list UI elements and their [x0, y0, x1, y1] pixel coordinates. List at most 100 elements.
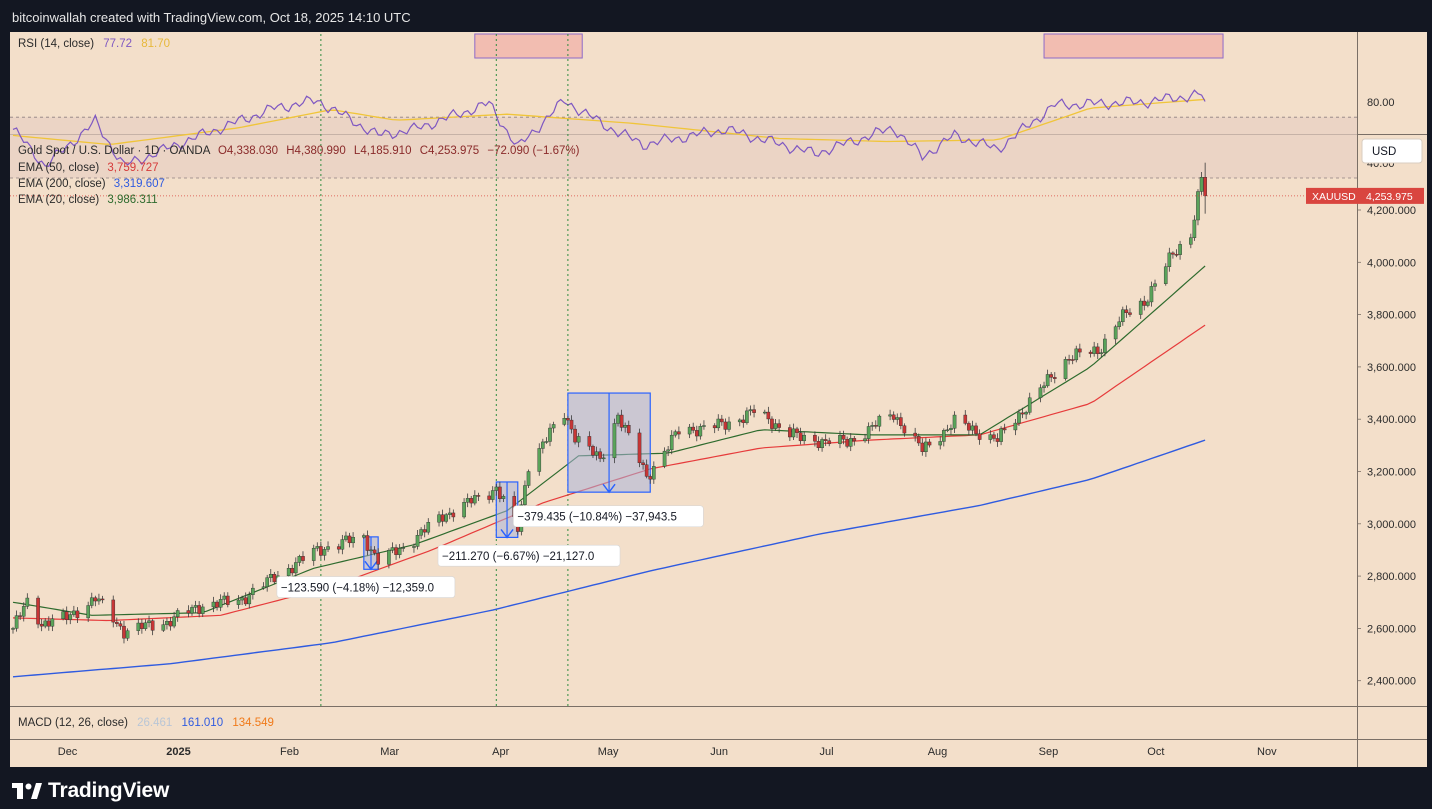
candle[interactable]	[691, 426, 695, 431]
candle[interactable]	[727, 421, 731, 430]
candle[interactable]	[236, 599, 241, 605]
candle[interactable]	[1103, 338, 1107, 353]
candle[interactable]	[190, 607, 194, 614]
candle[interactable]	[469, 498, 474, 504]
candle[interactable]	[694, 430, 699, 437]
candle[interactable]	[64, 611, 69, 620]
candle[interactable]	[1163, 266, 1168, 284]
candle[interactable]	[1203, 177, 1207, 197]
candle[interactable]	[490, 490, 495, 500]
candle[interactable]	[1149, 286, 1154, 303]
candle[interactable]	[942, 430, 946, 442]
candle[interactable]	[447, 512, 452, 515]
candle[interactable]	[637, 432, 642, 464]
candle[interactable]	[626, 425, 631, 434]
candle[interactable]	[311, 547, 316, 561]
candle[interactable]	[165, 621, 169, 625]
candle[interactable]	[723, 421, 728, 430]
candle[interactable]	[623, 425, 627, 428]
candle[interactable]	[36, 597, 40, 625]
candle[interactable]	[100, 598, 105, 601]
candle[interactable]	[1178, 244, 1182, 255]
candle[interactable]	[1124, 309, 1129, 313]
candle[interactable]	[89, 597, 94, 606]
candle[interactable]	[813, 434, 817, 442]
rsi-line[interactable]	[12, 89, 1206, 167]
candle[interactable]	[594, 451, 599, 456]
rsi-highlight-box[interactable]	[474, 33, 583, 59]
candle[interactable]	[1199, 177, 1204, 192]
candle[interactable]	[1024, 412, 1028, 415]
candle[interactable]	[336, 546, 341, 550]
candle[interactable]	[1092, 346, 1096, 354]
candle[interactable]	[115, 621, 119, 624]
candle[interactable]	[301, 556, 305, 561]
candle[interactable]	[569, 419, 574, 430]
candle[interactable]	[422, 529, 427, 533]
candle[interactable]	[197, 605, 201, 614]
candle[interactable]	[18, 615, 22, 617]
candle[interactable]	[125, 630, 130, 639]
candle[interactable]	[795, 428, 799, 433]
candle[interactable]	[172, 616, 176, 627]
candle[interactable]	[1049, 374, 1053, 378]
candle[interactable]	[351, 537, 355, 544]
candle[interactable]	[1027, 397, 1032, 413]
candle[interactable]	[14, 615, 19, 629]
candle[interactable]	[487, 495, 491, 500]
rsi-panel[interactable]	[10, 33, 1357, 179]
candle[interactable]	[1192, 219, 1197, 238]
candle[interactable]	[372, 549, 377, 554]
candle[interactable]	[444, 514, 448, 522]
candle[interactable]	[426, 522, 431, 533]
candle[interactable]	[1196, 191, 1200, 221]
candle[interactable]	[873, 425, 878, 427]
candle[interactable]	[1095, 346, 1100, 354]
candle[interactable]	[297, 556, 302, 563]
candle[interactable]	[562, 418, 567, 425]
candle[interactable]	[1113, 326, 1118, 340]
candle[interactable]	[763, 411, 767, 414]
candle[interactable]	[999, 428, 1003, 442]
candle[interactable]	[924, 441, 928, 452]
candle[interactable]	[111, 599, 116, 623]
candle[interactable]	[225, 595, 230, 605]
candle[interactable]	[136, 622, 141, 631]
candle[interactable]	[992, 434, 996, 439]
candle[interactable]	[551, 424, 556, 429]
candle[interactable]	[200, 606, 205, 614]
candle[interactable]	[791, 428, 796, 438]
candle[interactable]	[945, 429, 950, 431]
candle[interactable]	[72, 610, 76, 615]
candle[interactable]	[823, 439, 828, 441]
candle[interactable]	[913, 432, 917, 437]
candle[interactable]	[1063, 359, 1068, 379]
candle[interactable]	[272, 574, 277, 583]
candle[interactable]	[1146, 301, 1150, 306]
candle[interactable]	[186, 610, 191, 614]
candle[interactable]	[544, 441, 549, 443]
candle[interactable]	[451, 512, 456, 518]
candle[interactable]	[927, 441, 932, 446]
candle[interactable]	[773, 423, 778, 429]
candle[interactable]	[387, 550, 391, 565]
candle[interactable]	[587, 436, 592, 447]
candle[interactable]	[473, 495, 477, 504]
candle[interactable]	[365, 535, 370, 551]
candle[interactable]	[888, 414, 892, 417]
candle[interactable]	[122, 625, 126, 639]
candle[interactable]	[498, 486, 502, 499]
candle[interactable]	[401, 547, 406, 549]
candle[interactable]	[788, 427, 792, 438]
candle[interactable]	[211, 601, 216, 608]
candle[interactable]	[537, 448, 542, 472]
candle[interactable]	[977, 433, 982, 440]
candle[interactable]	[1067, 359, 1071, 361]
candle[interactable]	[394, 547, 398, 555]
candle[interactable]	[798, 432, 803, 442]
candle[interactable]	[43, 620, 48, 627]
candle[interactable]	[877, 415, 882, 427]
candle[interactable]	[741, 419, 746, 423]
candle[interactable]	[576, 436, 581, 443]
candle[interactable]	[641, 462, 645, 465]
